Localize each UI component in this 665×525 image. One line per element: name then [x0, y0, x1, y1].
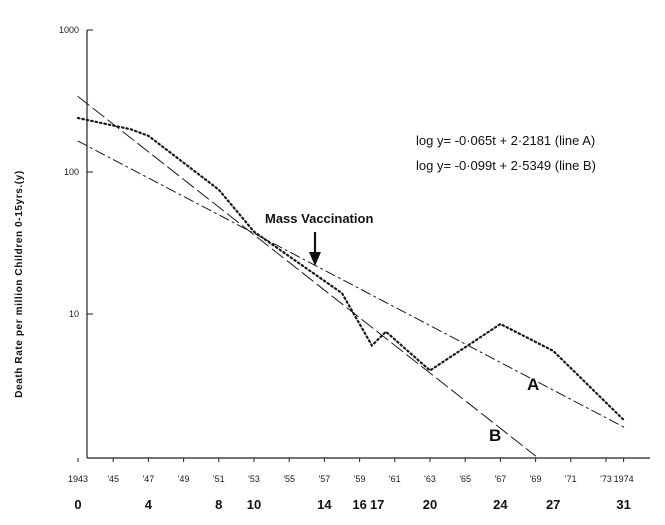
y-tick-label: 10 [69, 309, 79, 319]
equation-text: log y= -0·099t + 2·5349 (line B) [416, 158, 596, 173]
x-year-tick-label: '51 [213, 474, 225, 484]
t-tick-label: 24 [493, 497, 508, 512]
annotation-arrow-head [309, 252, 321, 266]
y-tick-label: 1000 [59, 25, 79, 35]
equation-text: log y= -0·065t + 2·2181 (line A) [416, 133, 595, 148]
x-year-tick-label: '59 [354, 474, 366, 484]
t-tick-label: 17 [370, 497, 384, 512]
t-tick-label: 0 [74, 497, 81, 512]
x-year-tick-label: '71 [565, 474, 577, 484]
t-tick-label: 27 [546, 497, 560, 512]
x-year-tick-label: '49 [178, 474, 190, 484]
axes: 1000100101943'45'47'49'51'53'55'57'59'61… [59, 25, 650, 512]
y-axis-label: Death Rate per million Children 0-15yrs.… [14, 170, 25, 398]
t-tick-label: 31 [616, 497, 630, 512]
x-year-tick-label: '61 [389, 474, 401, 484]
line-label-b: B [489, 426, 501, 445]
x-year-tick-label: '73 [600, 474, 612, 484]
t-tick-label: 4 [145, 497, 153, 512]
x-year-tick-label: '65 [459, 474, 471, 484]
x-year-tick-label: '57 [319, 474, 331, 484]
x-year-tick-label: 1943 [68, 474, 88, 484]
t-tick-label: 16 [352, 497, 366, 512]
x-year-tick-label: '67 [495, 474, 507, 484]
series-line-a [77, 140, 625, 428]
x-year-tick-label: '47 [143, 474, 155, 484]
x-year-tick-label: '45 [107, 474, 119, 484]
series-group [76, 96, 625, 457]
t-tick-label: 14 [317, 497, 332, 512]
annotation-text: Mass Vaccination [265, 211, 373, 226]
x-year-tick-label: 1974 [614, 474, 634, 484]
x-year-tick-label: '63 [424, 474, 436, 484]
x-year-tick-label: '55 [283, 474, 295, 484]
series-line-b [77, 96, 537, 457]
t-tick-label: 20 [423, 497, 437, 512]
line-label-a: A [527, 375, 539, 394]
series-line-observed [76, 116, 625, 421]
x-year-tick-label: '53 [248, 474, 260, 484]
x-year-tick-label: '69 [530, 474, 542, 484]
labels-group: Death Rate per million Children 0-15yrs.… [14, 133, 596, 445]
t-tick-label: 8 [215, 497, 222, 512]
t-tick-label: 10 [247, 497, 261, 512]
y-tick-label: 100 [64, 167, 79, 177]
